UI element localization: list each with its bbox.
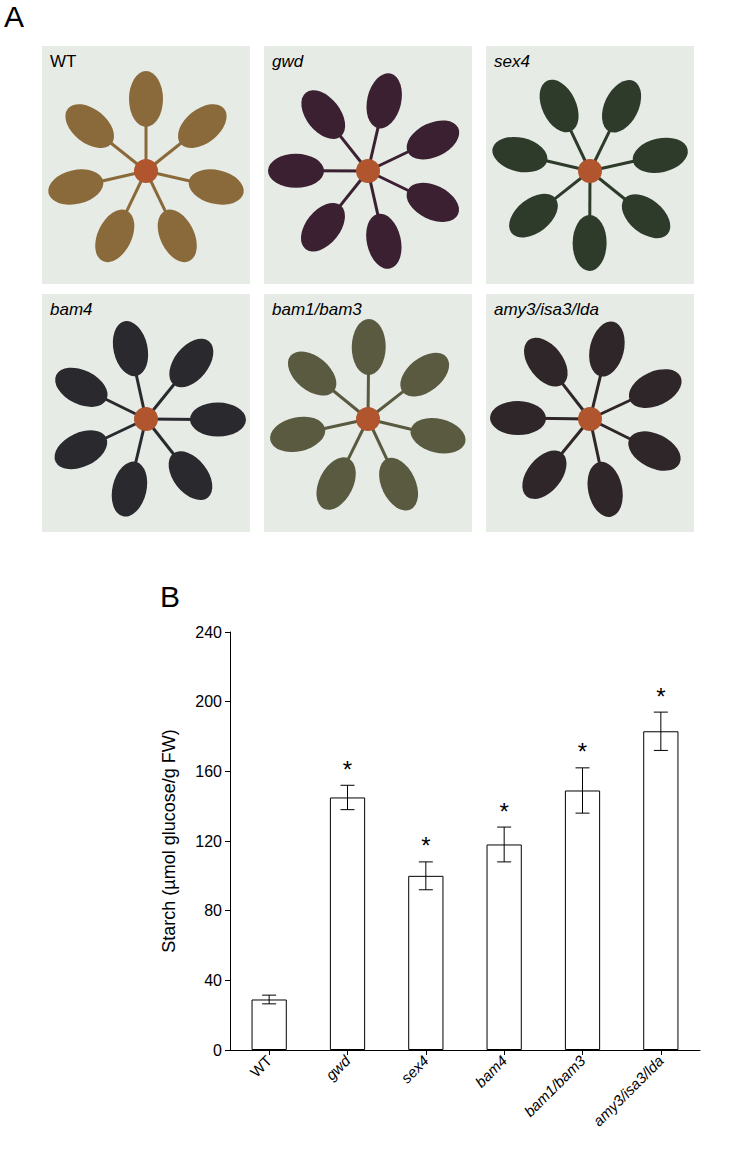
svg-text:160: 160 bbox=[195, 763, 222, 780]
svg-text:40: 40 bbox=[204, 972, 222, 989]
svg-text:0: 0 bbox=[213, 1042, 222, 1059]
svg-text:*: * bbox=[343, 756, 352, 783]
svg-text:amy3/isa3/lda: amy3/isa3/lda bbox=[589, 1052, 666, 1129]
svg-text:80: 80 bbox=[204, 902, 222, 919]
html-text:gwd: gwd bbox=[272, 52, 304, 71]
html-text:sex4: sex4 bbox=[494, 52, 530, 71]
html-text:A: A bbox=[4, 0, 24, 33]
svg-text:200: 200 bbox=[195, 693, 222, 710]
svg-text:WT: WT bbox=[247, 1052, 275, 1080]
html-text:B: B bbox=[160, 580, 180, 613]
svg-text:bam4: bam4 bbox=[472, 1052, 511, 1091]
svg-text:*: * bbox=[499, 798, 508, 825]
html-text:amy3/isa3/lda: amy3/isa3/lda bbox=[494, 300, 599, 319]
svg-text:sex4: sex4 bbox=[397, 1052, 431, 1086]
svg-text:gwd: gwd bbox=[322, 1052, 354, 1084]
html-text:bam4: bam4 bbox=[50, 300, 93, 319]
svg-text:*: * bbox=[421, 832, 430, 859]
svg-text:120: 120 bbox=[195, 833, 222, 850]
svg-text:bam1/bam3: bam1/bam3 bbox=[521, 1052, 589, 1120]
html-text:bam1/bam3: bam1/bam3 bbox=[272, 300, 362, 319]
svg-text:*: * bbox=[578, 738, 587, 765]
html-text:WT: WT bbox=[50, 52, 77, 71]
svg-text:*: * bbox=[656, 683, 665, 710]
svg-text:240: 240 bbox=[195, 624, 222, 641]
svg-text:Starch (µmol glucose/g FW): Starch (µmol glucose/g FW) bbox=[159, 729, 179, 952]
